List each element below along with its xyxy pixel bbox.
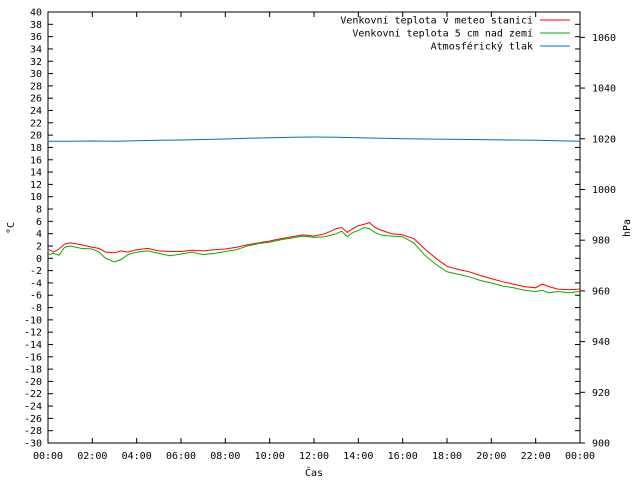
right-y-axis: 900 920 940 960 980 1000 1020 1040 1060 bbox=[580, 33, 616, 450]
y-tick-label: -28 bbox=[24, 426, 42, 437]
y-tick-label: 16 bbox=[30, 155, 42, 166]
y2-tick-label: 940 bbox=[592, 337, 610, 348]
y-tick-label: 8 bbox=[36, 205, 42, 216]
x-tick-label: 04:00 bbox=[122, 451, 152, 462]
y-tick-label: 40 bbox=[30, 8, 42, 19]
y-tick-label: -16 bbox=[24, 352, 42, 363]
y-tick-label: 6 bbox=[36, 217, 42, 228]
x-tick-label: 20:00 bbox=[476, 451, 506, 462]
y-tick-label: 32 bbox=[30, 57, 42, 68]
y-tick-label: -6 bbox=[30, 291, 42, 302]
y-tick-label: 26 bbox=[30, 94, 42, 105]
legend-label-1: Venkovní teplota 5 cm nad zemí bbox=[352, 28, 533, 40]
y2-tick-label: 1060 bbox=[592, 33, 616, 44]
y-tick-label: 24 bbox=[30, 106, 42, 117]
series-lines bbox=[47, 136, 581, 294]
x-tick-label: 22:00 bbox=[521, 451, 551, 462]
y-tick-label: 22 bbox=[30, 118, 42, 129]
x-tick-label: 00:00 bbox=[33, 451, 63, 462]
y2-tick-label: 1040 bbox=[592, 84, 616, 95]
y-tick-label: -2 bbox=[30, 266, 42, 277]
series-line-0 bbox=[47, 222, 581, 291]
y-tick-label: -10 bbox=[24, 315, 42, 326]
x-tick-label: 06:00 bbox=[166, 451, 196, 462]
x-tick-label: 16:00 bbox=[388, 451, 418, 462]
x-tick-label: 02:00 bbox=[77, 451, 107, 462]
y-tick-label: -22 bbox=[24, 389, 42, 400]
y-tick-label: 10 bbox=[30, 192, 42, 203]
legend: Venkovní teplota v meteo staniciVenkovní… bbox=[340, 15, 570, 53]
y-tick-label: -14 bbox=[24, 340, 42, 351]
x-tick-label: 00:00 bbox=[565, 451, 595, 462]
legend-label-0: Venkovní teplota v meteo stanici bbox=[340, 15, 533, 27]
y-tick-label: -4 bbox=[30, 278, 42, 289]
y-axis-title: °C bbox=[6, 222, 17, 234]
y-tick-label: 2 bbox=[36, 241, 42, 252]
x-axis-title: Čas bbox=[305, 466, 323, 479]
y-tick-label: 12 bbox=[30, 180, 42, 191]
y-tick-label: 18 bbox=[30, 143, 42, 154]
y-tick-label: 34 bbox=[30, 44, 42, 55]
y-tick-label: -26 bbox=[24, 414, 42, 425]
y-tick-label: 4 bbox=[36, 229, 42, 240]
y-tick-label: -18 bbox=[24, 365, 42, 376]
y-tick-label: 28 bbox=[30, 81, 42, 92]
y-tick-label: -12 bbox=[24, 328, 42, 339]
series-line-2 bbox=[48, 136, 581, 142]
y-tick-label: 14 bbox=[30, 168, 42, 179]
legend-label-2: Atmosférický tlak bbox=[431, 41, 533, 53]
x-tick-label: 12:00 bbox=[299, 451, 329, 462]
y2-tick-label: 960 bbox=[592, 286, 610, 297]
x-tick-label: 10:00 bbox=[255, 451, 285, 462]
y2-tick-label: 980 bbox=[592, 236, 610, 247]
y-tick-label: -24 bbox=[24, 402, 42, 413]
y2-tick-label: 1020 bbox=[592, 134, 616, 145]
x-tick-label: 18:00 bbox=[432, 451, 462, 462]
x-tick-label: 14:00 bbox=[343, 451, 373, 462]
x-axis: 00:00 02:00 04:00 06:00 08:00 10:00 12:00 14:00… bbox=[33, 12, 595, 462]
y2-tick-label: 1000 bbox=[592, 185, 616, 196]
x-tick-label: 08:00 bbox=[210, 451, 240, 462]
y2-tick-label: 900 bbox=[592, 439, 610, 450]
y-tick-label: 0 bbox=[36, 254, 42, 265]
y-tick-label: 38 bbox=[30, 20, 42, 31]
y-tick-label: -20 bbox=[24, 377, 42, 388]
y2-axis-title: hPa bbox=[622, 219, 633, 237]
y-tick-label: 36 bbox=[30, 32, 42, 43]
left-y-axis: -30-28-26-24-22-20-18-16-14-12-10-8-6-4-… bbox=[24, 8, 580, 450]
y-tick-label: 30 bbox=[30, 69, 42, 80]
y-tick-label: 20 bbox=[30, 131, 42, 142]
y2-tick-label: 920 bbox=[592, 388, 610, 399]
series-line-1 bbox=[47, 226, 581, 294]
y-tick-label: -30 bbox=[24, 439, 42, 450]
y-tick-label: -8 bbox=[30, 303, 42, 314]
